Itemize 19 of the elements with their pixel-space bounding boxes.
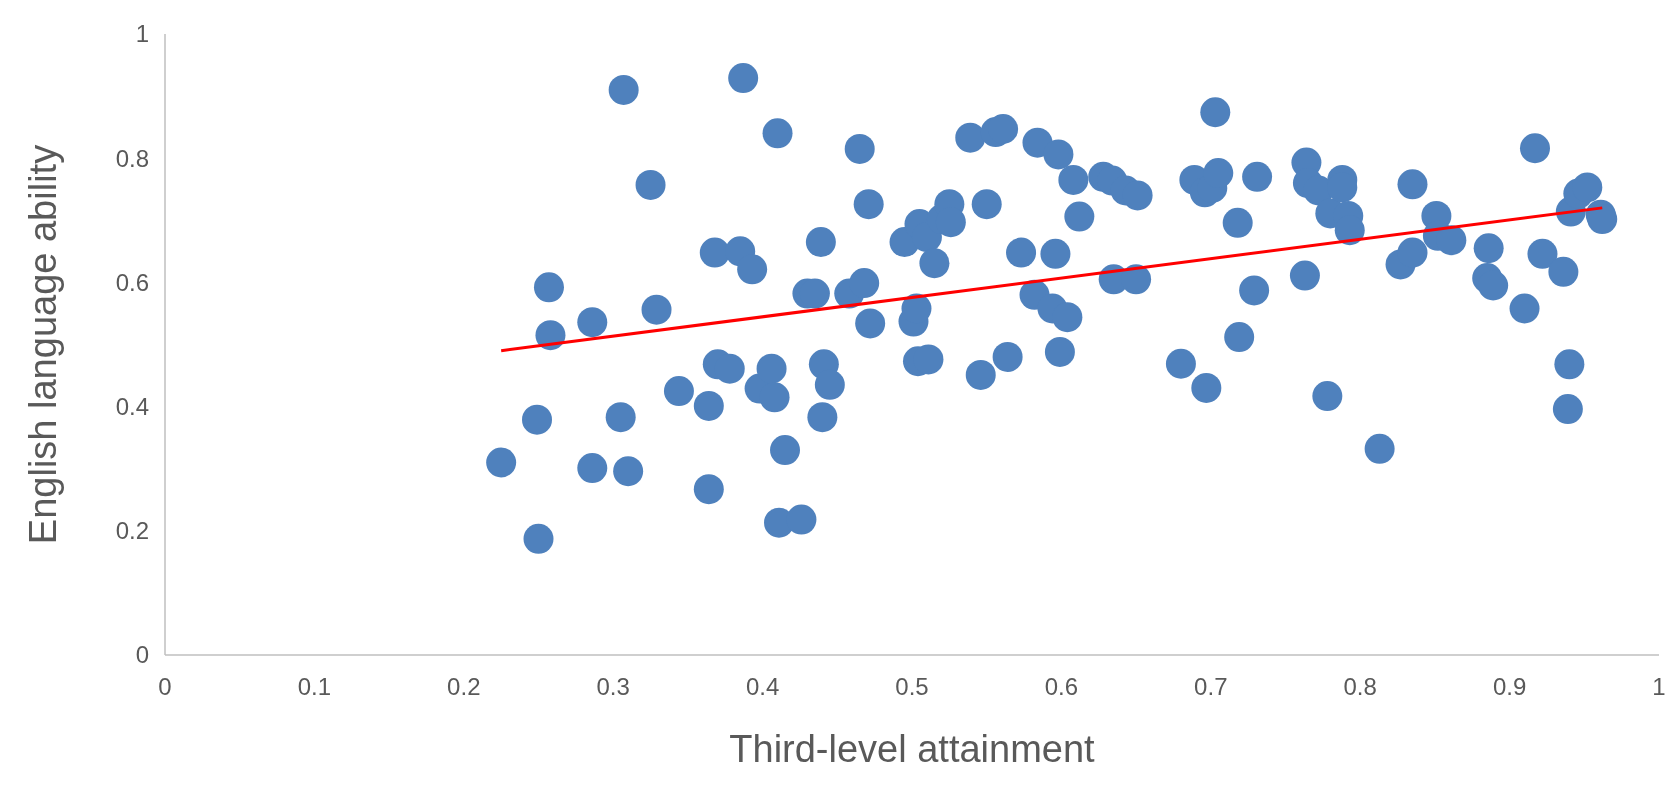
x-tick-label: 0 [158,673,172,700]
y-tick-label: 0.6 [115,268,149,296]
x-tick-label: 0.5 [895,673,929,700]
x-tick-label: 0.7 [1194,673,1228,700]
y-tick-label: 0.8 [115,144,149,172]
y-axis-title: English language ability [22,144,64,545]
x-tick-label: 0.3 [596,673,630,700]
x-tick-label: 0.9 [1492,673,1527,700]
x-tick-label: 0.4 [745,673,780,700]
x-tick-label: 0.2 [447,673,481,700]
x-axis-title: Third-level attainment [729,728,1096,770]
x-tick-label: 1 [1652,673,1666,700]
y-tick-label: 0 [135,641,149,669]
y-tick-label: 0.4 [115,393,149,420]
x-tick-label: 0.6 [1044,673,1079,700]
x-tick-label: 0.8 [1343,673,1377,700]
y-tick-label: 0.2 [115,517,149,545]
x-tick-label: 0.1 [297,673,332,700]
y-tick-label: 1 [135,20,149,48]
